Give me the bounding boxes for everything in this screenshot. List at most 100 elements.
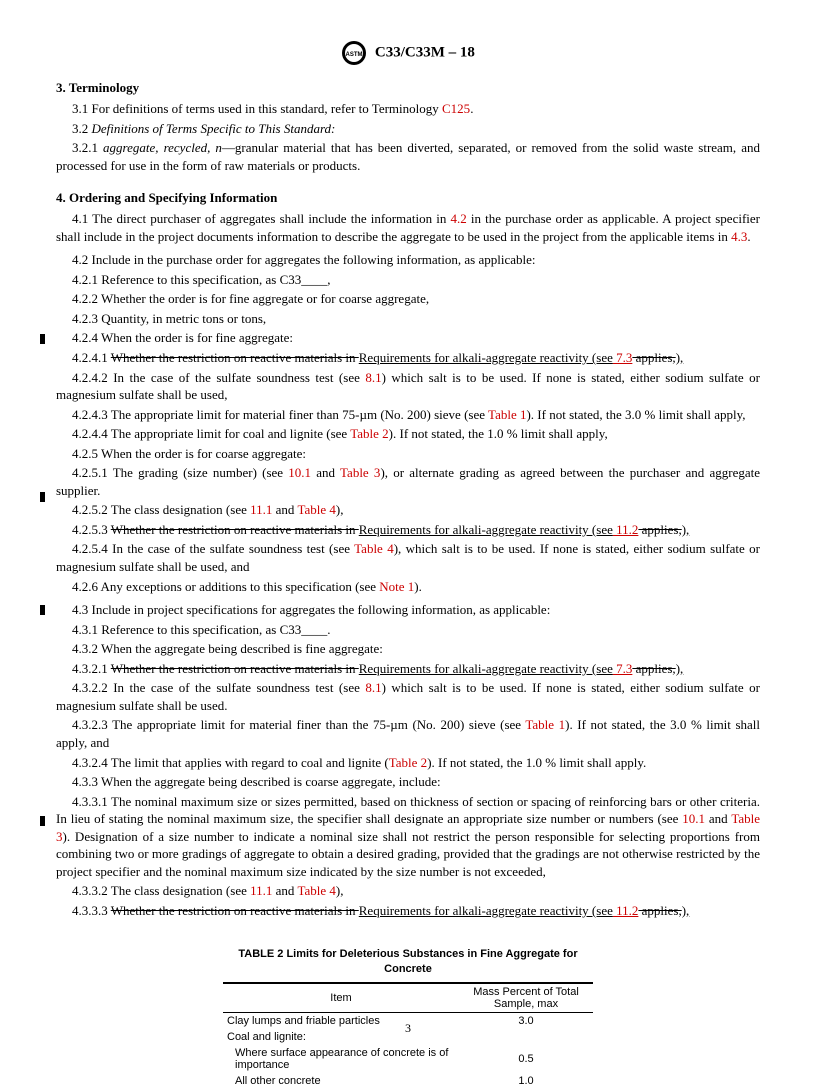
inserted-text: ), bbox=[682, 903, 690, 918]
table-col-mass: Mass Percent of Total Sample, max bbox=[459, 983, 593, 1013]
ref-table4[interactable]: Table 4 bbox=[297, 883, 335, 898]
text: 4.2.5.2 The class designation (see bbox=[72, 502, 250, 517]
para-4-2-4-2: 4.2.4.2 In the case of the sulfate sound… bbox=[56, 369, 760, 404]
ref-note1[interactable]: Note 1 bbox=[379, 579, 414, 594]
ref-table3[interactable]: Table 3 bbox=[340, 465, 380, 480]
deleted-text: applies, bbox=[638, 903, 681, 918]
ref-4-3[interactable]: 4.3 bbox=[731, 229, 747, 244]
deleted-text: Whether the restriction on reactive mate… bbox=[111, 522, 359, 537]
section-3-title: 3. Terminology bbox=[56, 80, 760, 96]
text: and bbox=[272, 502, 297, 517]
ref-8-1[interactable]: 8.1 bbox=[365, 680, 381, 695]
para-4-3: 4.3 Include in project specifications fo… bbox=[56, 601, 760, 619]
para-4-3-3: 4.3.3 When the aggregate being described… bbox=[56, 773, 760, 791]
change-bar-icon bbox=[40, 492, 45, 502]
para-4-3-3-1: 4.3.3.1 The nominal maximum size or size… bbox=[56, 793, 760, 881]
text: ). bbox=[414, 579, 422, 594]
para-4-2-6: 4.2.6 Any exceptions or additions to thi… bbox=[56, 578, 760, 596]
page-number: 3 bbox=[56, 1021, 760, 1036]
text: 4.3.2.1 bbox=[72, 661, 111, 676]
text: 3.2.1 bbox=[72, 140, 103, 155]
text: 4.3.3.2 The class designation (see bbox=[72, 883, 250, 898]
term: aggregate, recycled, n bbox=[103, 140, 222, 155]
para-4-2-3: 4.2.3 Quantity, in metric tons or tons, bbox=[56, 310, 760, 328]
text: 4.3.2.3 The appropriate limit for materi… bbox=[72, 717, 525, 732]
para-3-2: 3.2 Definitions of Terms Specific to Thi… bbox=[56, 120, 760, 138]
ref-11-1[interactable]: 11.1 bbox=[250, 502, 272, 517]
ref-7-3[interactable]: 7.3 bbox=[613, 350, 633, 365]
para-4-1: 4.1 The direct purchaser of aggregates s… bbox=[56, 210, 760, 245]
deleted-text: Whether the restriction on reactive mate… bbox=[111, 903, 359, 918]
inserted-text: Requirements for alkali-aggregate reacti… bbox=[359, 522, 613, 537]
ref-c125[interactable]: C125 bbox=[442, 101, 470, 116]
text: . bbox=[747, 229, 750, 244]
ref-8-1[interactable]: 8.1 bbox=[365, 370, 381, 385]
ref-table4[interactable]: Table 4 bbox=[354, 541, 394, 556]
table-row: Where surface appearance of concrete is … bbox=[223, 1045, 593, 1073]
ref-table2[interactable]: Table 2 bbox=[350, 426, 388, 441]
para-4-3-2-1: 4.3.2.1 Whether the restriction on react… bbox=[56, 660, 760, 678]
text: 4.2.5.1 The grading (size number) (see bbox=[72, 465, 288, 480]
ref-11-2[interactable]: 11.2 bbox=[613, 903, 639, 918]
ref-4-2[interactable]: 4.2 bbox=[451, 211, 467, 226]
text: 4.2.4.3 The appropriate limit for materi… bbox=[72, 407, 488, 422]
para-4-3-2-4: 4.3.2.4 The limit that applies with rega… bbox=[56, 754, 760, 772]
para-4-2-5-3: 4.2.5.3 Whether the restriction on react… bbox=[56, 521, 760, 539]
para-4-2-1: 4.2.1 Reference to this specification, a… bbox=[56, 271, 760, 289]
ref-10-1[interactable]: 10.1 bbox=[288, 465, 311, 480]
svg-text:ASTM: ASTM bbox=[346, 52, 363, 58]
ref-11-1[interactable]: 11.1 bbox=[250, 883, 272, 898]
inserted-text: ), bbox=[676, 661, 684, 676]
text: 4.2.6 Any exceptions or additions to thi… bbox=[72, 579, 379, 594]
page-header: ASTM C33/C33M – 18 bbox=[56, 40, 760, 66]
cell-val: 0.5 bbox=[459, 1045, 593, 1073]
section-4-title: 4. Ordering and Specifying Information bbox=[56, 190, 760, 206]
deleted-text: applies, bbox=[638, 522, 681, 537]
text: 3.1 For definitions of terms used in thi… bbox=[72, 101, 442, 116]
text: and bbox=[705, 811, 731, 826]
inserted-text: ), bbox=[682, 522, 690, 537]
table-2-title: TABLE 2 Limits for Deleterious Substance… bbox=[223, 947, 593, 976]
table-row: All other concrete 1.0 bbox=[223, 1073, 593, 1089]
para-4-2-5-1: 4.2.5.1 The grading (size number) (see 1… bbox=[56, 464, 760, 499]
para-4-2-4-4: 4.2.4.4 The appropriate limit for coal a… bbox=[56, 425, 760, 443]
para-4-3-3-3: 4.3.3.3 Whether the restriction on react… bbox=[56, 902, 760, 920]
para-4-2: 4.2 Include in the purchase order for ag… bbox=[56, 251, 760, 269]
change-bar-icon bbox=[40, 334, 45, 344]
text: and bbox=[272, 883, 297, 898]
change-bar-icon bbox=[40, 816, 45, 826]
deleted-text: applies, bbox=[632, 350, 675, 365]
cell-item: Where surface appearance of concrete is … bbox=[223, 1045, 459, 1073]
text: ), bbox=[336, 502, 344, 517]
para-4-2-5: 4.2.5 When the order is for coarse aggre… bbox=[56, 445, 760, 463]
table-col-item: Item bbox=[223, 983, 459, 1013]
text-italic: Definitions of Terms Specific to This St… bbox=[88, 121, 335, 136]
ref-table1[interactable]: Table 1 bbox=[488, 407, 526, 422]
para-3-1: 3.1 For definitions of terms used in thi… bbox=[56, 100, 760, 118]
para-4-2-4: 4.2.4 When the order is for fine aggrega… bbox=[56, 329, 760, 347]
text: 4.2.4.2 In the case of the sulfate sound… bbox=[72, 370, 365, 385]
text: ). If not stated, the 1.0 % limit shall … bbox=[427, 755, 646, 770]
para-4-2-5-2: 4.2.5.2 The class designation (see 11.1 … bbox=[56, 501, 760, 519]
para-4-2-4-1: 4.2.4.1 Whether the restriction on react… bbox=[56, 349, 760, 367]
para-4-3-1: 4.3.1 Reference to this specification, a… bbox=[56, 621, 760, 639]
inserted-text: Requirements for alkali-aggregate reacti… bbox=[359, 350, 613, 365]
ref-10-1[interactable]: 10.1 bbox=[682, 811, 705, 826]
ref-7-3[interactable]: 7.3 bbox=[613, 661, 633, 676]
ref-table4[interactable]: Table 4 bbox=[297, 502, 335, 517]
text: 4.2.5.3 bbox=[72, 522, 111, 537]
text: 4.1 The direct purchaser of aggregates s… bbox=[72, 211, 451, 226]
ref-11-2[interactable]: 11.2 bbox=[613, 522, 639, 537]
text: ). Designation of a size number to indic… bbox=[56, 829, 760, 879]
inserted-text: Requirements for alkali-aggregate reacti… bbox=[359, 903, 613, 918]
cell-val: 1.0 bbox=[459, 1073, 593, 1089]
ref-table2[interactable]: Table 2 bbox=[389, 755, 427, 770]
deleted-text: applies, bbox=[632, 661, 675, 676]
table-2: TABLE 2 Limits for Deleterious Substance… bbox=[223, 947, 593, 1089]
ref-table1[interactable]: Table 1 bbox=[525, 717, 565, 732]
text: 4.3.2.2 In the case of the sulfate sound… bbox=[72, 680, 365, 695]
para-4-2-4-3: 4.2.4.3 The appropriate limit for materi… bbox=[56, 406, 760, 424]
text: ). If not stated, the 1.0 % limit shall … bbox=[389, 426, 608, 441]
inserted-text: ), bbox=[676, 350, 684, 365]
text: 4.3.3.1 The nominal maximum size or size… bbox=[56, 794, 760, 827]
